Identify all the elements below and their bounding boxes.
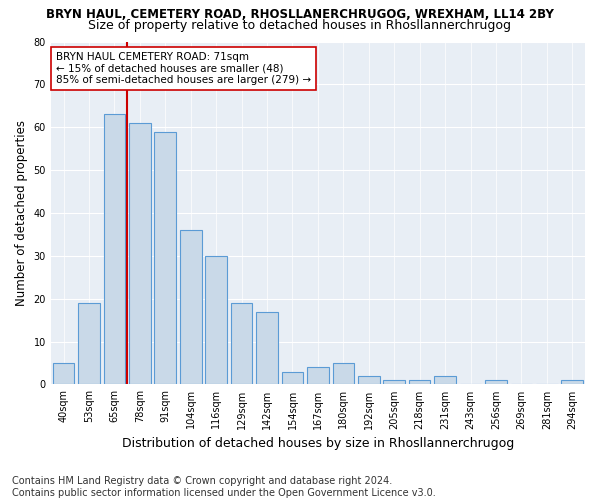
Bar [434, 376, 456, 384]
Bar [358, 376, 380, 384]
Text: BRYN HAUL, CEMETERY ROAD, RHOSLLANERCHRUGOG, WREXHAM, LL14 2BY: BRYN HAUL, CEMETERY ROAD, RHOSLLANERCHRU… [46, 8, 554, 20]
Text: Contains HM Land Registry data © Crown copyright and database right 2024.
Contai: Contains HM Land Registry data © Crown c… [12, 476, 436, 498]
Bar [104, 114, 125, 384]
Bar [205, 256, 227, 384]
Y-axis label: Number of detached properties: Number of detached properties [15, 120, 28, 306]
Bar [307, 368, 329, 384]
Text: Size of property relative to detached houses in Rhosllannerchrugog: Size of property relative to detached ho… [89, 19, 511, 32]
Text: BRYN HAUL CEMETERY ROAD: 71sqm
← 15% of detached houses are smaller (48)
85% of : BRYN HAUL CEMETERY ROAD: 71sqm ← 15% of … [56, 52, 311, 85]
Bar [78, 303, 100, 384]
Bar [332, 363, 354, 384]
Bar [180, 230, 202, 384]
X-axis label: Distribution of detached houses by size in Rhosllannerchrugog: Distribution of detached houses by size … [122, 437, 514, 450]
Bar [383, 380, 405, 384]
Bar [562, 380, 583, 384]
Bar [129, 123, 151, 384]
Bar [231, 303, 253, 384]
Bar [485, 380, 507, 384]
Bar [53, 363, 74, 384]
Bar [281, 372, 303, 384]
Bar [256, 312, 278, 384]
Bar [409, 380, 430, 384]
Bar [154, 132, 176, 384]
